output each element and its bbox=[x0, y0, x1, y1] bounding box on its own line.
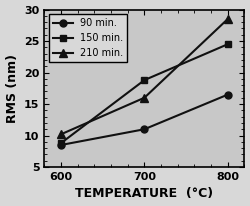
Y-axis label: RMS (nm): RMS (nm) bbox=[6, 54, 18, 123]
90 min. bbox=[143, 128, 146, 130]
210 min. bbox=[226, 18, 229, 20]
210 min. bbox=[143, 96, 146, 99]
90 min. bbox=[226, 93, 229, 96]
150 min. bbox=[60, 142, 62, 144]
Line: 150 min.: 150 min. bbox=[58, 41, 231, 146]
Line: 210 min.: 210 min. bbox=[57, 15, 232, 138]
210 min. bbox=[60, 133, 62, 136]
90 min. bbox=[60, 144, 62, 146]
Line: 90 min.: 90 min. bbox=[58, 91, 231, 149]
Legend: 90 min., 150 min., 210 min.: 90 min., 150 min., 210 min. bbox=[49, 14, 127, 62]
X-axis label: TEMPERATURE  (°C): TEMPERATURE (°C) bbox=[75, 187, 213, 200]
150 min. bbox=[226, 43, 229, 46]
150 min. bbox=[143, 79, 146, 81]
